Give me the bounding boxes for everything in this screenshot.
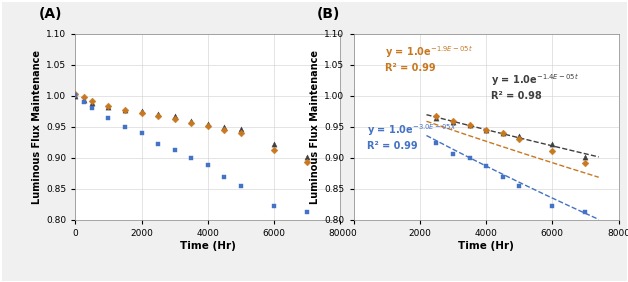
Point	[104, 105, 114, 109]
Point	[219, 125, 229, 129]
Point	[203, 122, 213, 126]
Point	[170, 148, 180, 153]
Point	[187, 156, 197, 160]
Point	[269, 141, 279, 146]
Point	[431, 114, 441, 119]
Point	[203, 124, 213, 128]
Text: (A): (A)	[38, 7, 62, 21]
X-axis label: Time (Hr): Time (Hr)	[180, 241, 236, 251]
Legend: RTOL, 35OL, 45OL: RTOL, 35OL, 45OL	[401, 281, 571, 282]
Point	[514, 134, 524, 138]
Text: R² = 0.99: R² = 0.99	[386, 63, 436, 73]
Point	[87, 106, 97, 111]
Point	[236, 127, 246, 132]
Point	[497, 131, 507, 135]
Point	[580, 155, 590, 160]
Point	[104, 103, 114, 108]
Point	[431, 141, 441, 145]
Point	[70, 94, 80, 98]
Point	[465, 156, 475, 160]
Point	[104, 115, 114, 120]
Point	[236, 184, 246, 188]
Text: (B): (B)	[317, 7, 340, 21]
Point	[269, 203, 279, 208]
Point	[548, 149, 558, 153]
Point	[78, 98, 89, 102]
Legend: RTOL, 35OL, 45OL: RTOL, 35OL, 45OL	[122, 281, 293, 282]
Point	[548, 203, 558, 208]
Point	[448, 120, 458, 124]
Point	[120, 125, 130, 129]
Point	[448, 118, 458, 123]
Point	[136, 109, 146, 114]
Point	[431, 115, 441, 120]
Y-axis label: Luminous Flux Maintenance: Luminous Flux Maintenance	[32, 50, 42, 204]
Text: R² = 0.99: R² = 0.99	[367, 141, 418, 151]
Point	[203, 163, 213, 168]
Point	[136, 131, 146, 135]
Point	[448, 151, 458, 156]
Point	[302, 155, 312, 160]
Point	[481, 128, 491, 132]
Point	[78, 100, 89, 104]
Point	[187, 118, 197, 123]
Point	[497, 174, 507, 179]
Point	[153, 141, 163, 146]
Point	[481, 164, 491, 168]
Point	[170, 114, 180, 119]
Text: y = 1.0e$^{-1.9E-05t}$: y = 1.0e$^{-1.9E-05t}$	[386, 44, 474, 60]
Point	[187, 120, 197, 125]
Point	[465, 123, 475, 127]
Point	[70, 92, 80, 96]
Point	[87, 101, 97, 105]
Point	[497, 131, 507, 135]
Point	[219, 174, 229, 179]
Point	[302, 160, 312, 164]
Point	[580, 210, 590, 214]
Point	[481, 128, 491, 132]
Text: R² = 0.98: R² = 0.98	[491, 91, 542, 101]
Point	[580, 161, 590, 165]
Point	[514, 137, 524, 142]
Point	[120, 107, 130, 112]
Point	[153, 113, 163, 118]
Point	[548, 141, 558, 146]
Y-axis label: Luminous Flux Maintenance: Luminous Flux Maintenance	[310, 50, 320, 204]
Point	[153, 112, 163, 117]
Point	[236, 131, 246, 135]
Point	[136, 110, 146, 115]
Text: y = 1.0e$^{-1.4E-05t}$: y = 1.0e$^{-1.4E-05t}$	[491, 72, 580, 88]
Point	[120, 107, 130, 112]
Point	[219, 128, 229, 132]
Point	[170, 116, 180, 121]
Point	[78, 95, 89, 99]
Point	[514, 184, 524, 189]
Point	[269, 148, 279, 153]
Point	[465, 123, 475, 127]
X-axis label: Time (Hr): Time (Hr)	[458, 241, 514, 251]
Text: y = 1.0e$^{-3.0E-05x}$: y = 1.0e$^{-3.0E-05x}$	[367, 123, 456, 138]
Point	[302, 210, 312, 214]
Point	[87, 99, 97, 103]
Point	[70, 93, 80, 98]
